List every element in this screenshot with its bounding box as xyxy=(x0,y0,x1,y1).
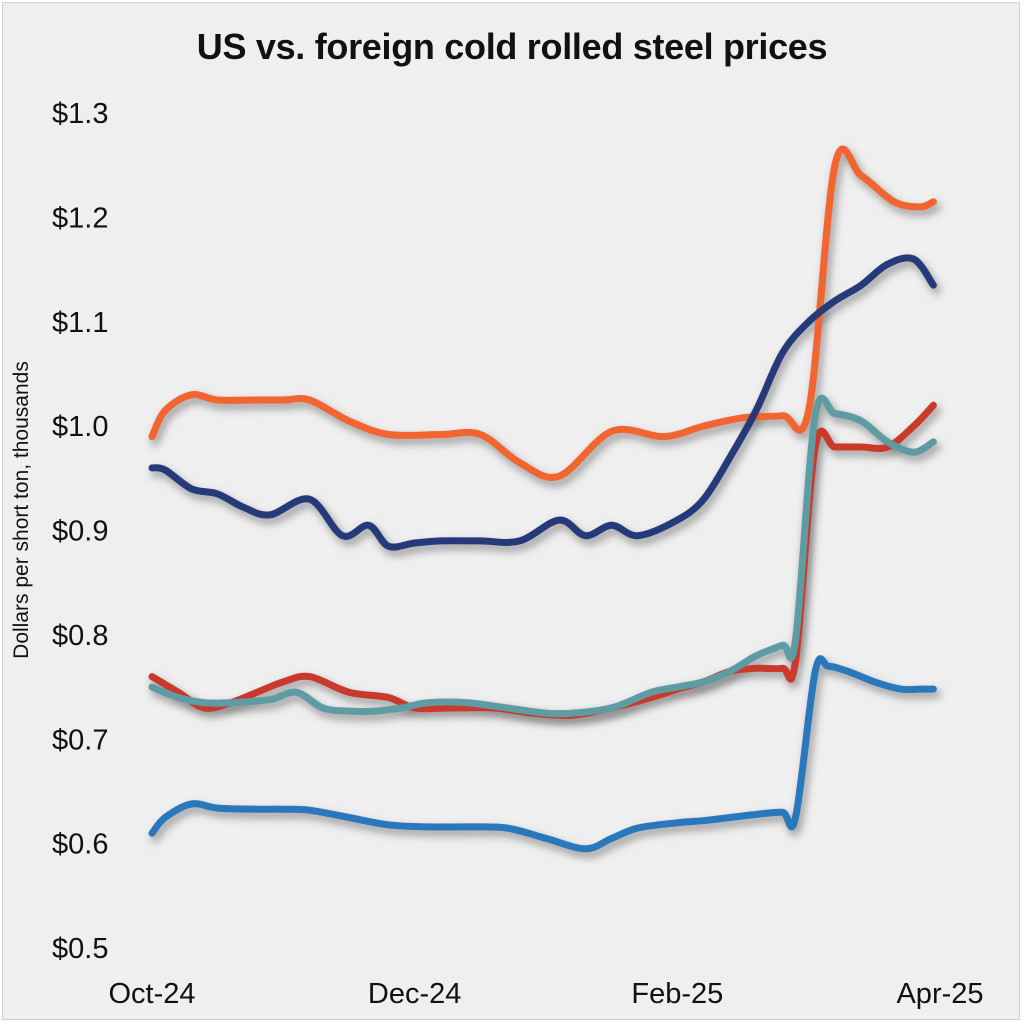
y-axis-ticks: $0.5 $0.6 $0.7 $0.8 $0.9 $1.0 $1.1 $1.2 $1.3 xyxy=(52,98,108,965)
y-tick-label: $1.3 xyxy=(52,98,108,130)
series-5-shadow xyxy=(150,659,941,859)
x-tick-label: Apr-25 xyxy=(896,978,983,1010)
series-4-line xyxy=(148,394,937,718)
series-1-shadow xyxy=(150,149,941,487)
y-tick-label: $1.2 xyxy=(52,202,108,234)
y-tick-label: $0.7 xyxy=(52,724,108,756)
y-tick-label: $1.0 xyxy=(52,411,108,443)
y-tick-label: $0.6 xyxy=(52,829,108,861)
series-lines xyxy=(148,145,937,853)
series-1-line xyxy=(148,145,937,481)
y-tick-label: $1.1 xyxy=(52,307,108,339)
chart-title: US vs. foreign cold rolled steel prices xyxy=(196,26,828,67)
y-tick-label: $0.8 xyxy=(52,620,108,652)
series-5-line xyxy=(148,655,937,853)
x-tick-label: Feb-25 xyxy=(631,978,723,1010)
x-tick-label: Oct-24 xyxy=(108,978,195,1010)
series-2-line xyxy=(148,254,937,551)
series-shadows xyxy=(150,149,941,859)
series-4-shadow xyxy=(150,398,941,724)
x-axis-ticks: Oct-24 Dec-24 Feb-25 Apr-25 xyxy=(108,978,983,1010)
y-tick-label: $0.9 xyxy=(52,516,108,548)
y-tick-label: $0.5 xyxy=(52,933,108,965)
x-tick-label: Dec-24 xyxy=(368,978,462,1010)
